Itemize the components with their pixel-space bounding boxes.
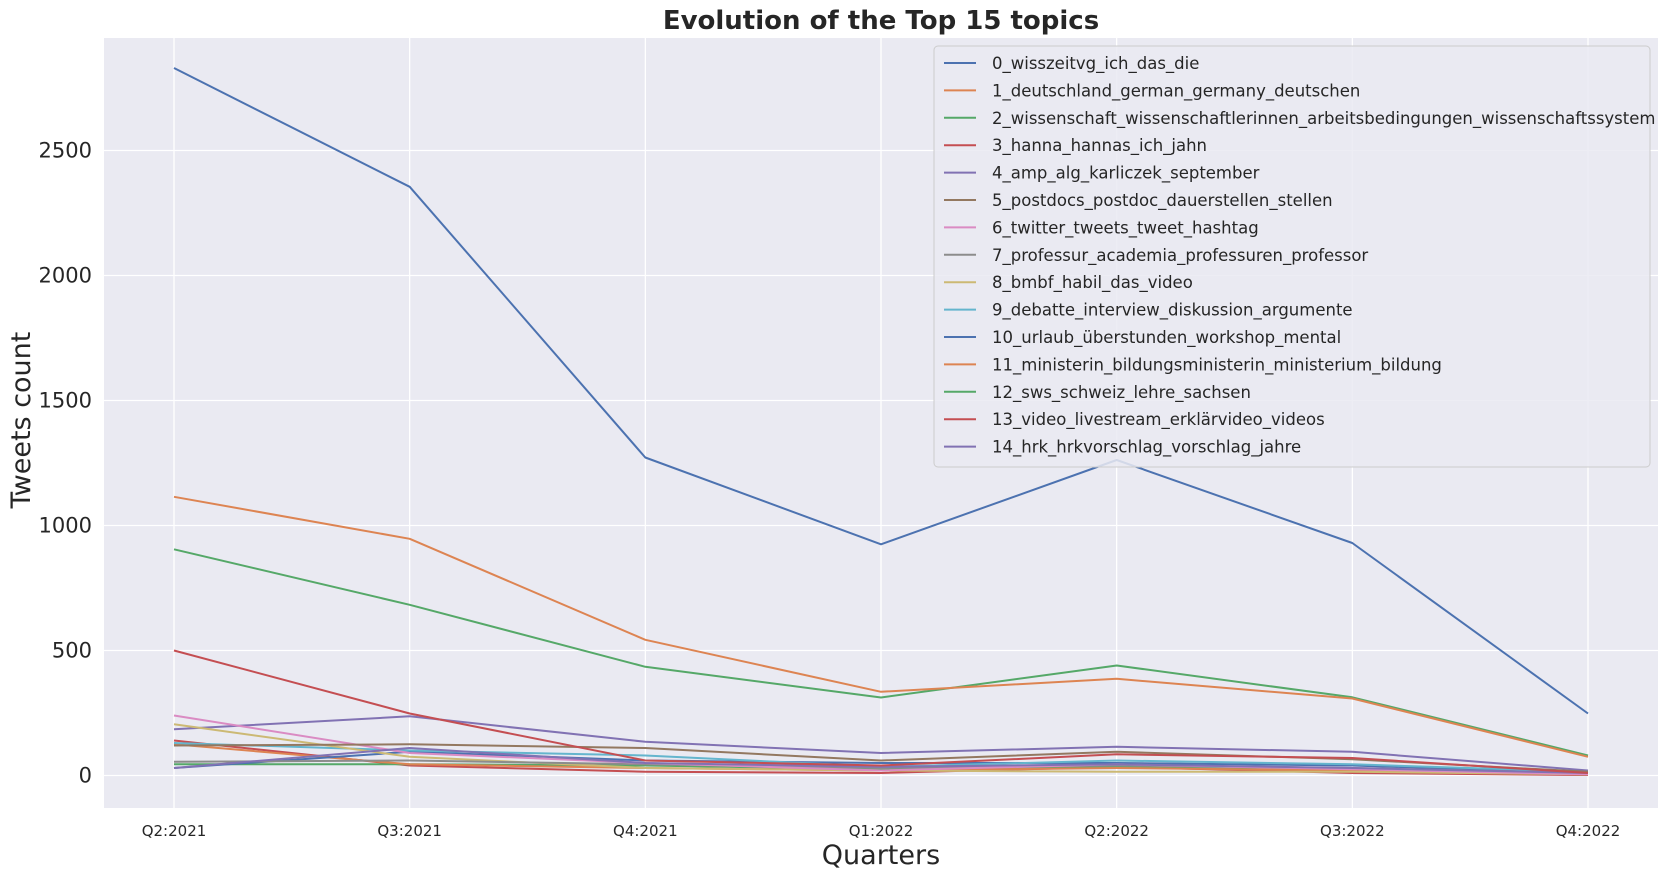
- series-line: [173, 714, 1589, 776]
- legend-label: 11_ministerin_bildungsministerin_ministe…: [992, 355, 1442, 375]
- series-line: [173, 649, 1589, 774]
- series-line: [173, 548, 1589, 757]
- legend-label: 5_postdocs_postdoc_dauerstellen_stellen: [992, 191, 1333, 211]
- series-lines: [173, 67, 1589, 776]
- legend-label: 3_hanna_hannas_ich_jahn: [992, 136, 1207, 156]
- y-tick-label: 500: [52, 639, 92, 663]
- legend-label: 8_bmbf_habil_das_video: [992, 273, 1193, 293]
- series-line: [173, 743, 1589, 773]
- series-line: [173, 67, 1589, 715]
- legend-label: 10_urlaub_überstunden_workshop_mental: [992, 328, 1341, 348]
- y-axis-ticks: 0 500 1000 1500 2000 2500: [39, 139, 92, 788]
- y-tick-label: 2500: [39, 139, 92, 163]
- legend-label: 6_twitter_tweets_tweet_hashtag: [992, 218, 1259, 238]
- x-tick-label: Q4:2022: [1556, 822, 1621, 840]
- legend-label: 13_video_livestream_erklärvideo_videos: [992, 410, 1325, 430]
- x-tick-label: Q4:2021: [613, 822, 678, 840]
- legend-box: [933, 45, 1651, 468]
- x-tick-label: Q1:2022: [849, 822, 914, 840]
- y-tick-label: 1500: [39, 389, 92, 413]
- legend: 0_wisszeitvg_ich_das_die 1_deutschland_ge…: [933, 45, 1655, 468]
- x-tick-label: Q2:2022: [1084, 822, 1149, 840]
- legend-label: 2_wissenschaft_wissenschaftlerinnen_arbe…: [992, 109, 1655, 129]
- y-tick-label: 2000: [39, 264, 92, 288]
- legend-label: 9_debatte_interview_diskussion_argumente: [992, 301, 1353, 321]
- y-axis-label: Tweets count: [6, 332, 37, 510]
- x-axis-label: Quarters: [822, 840, 940, 871]
- legend-label: 1_deutschland_german_germany_deutschen: [992, 81, 1360, 101]
- legend-label: 14_hrk_hrkvorschlag_vorschlag_jahre: [992, 438, 1301, 458]
- y-tick-label: 0: [79, 764, 92, 788]
- x-tick-label: Q3:2021: [377, 822, 442, 840]
- legend-label: 7_professur_academia_professuren_profess…: [992, 246, 1368, 266]
- series-line: [173, 739, 1589, 776]
- x-tick-label: Q3:2022: [1320, 822, 1385, 840]
- legend-label: 12_sws_schweiz_lehre_sachsen: [992, 383, 1251, 403]
- legend-label: 0_wisszeitvg_ich_das_die: [992, 54, 1199, 74]
- series-line: [173, 747, 1589, 774]
- x-tick-label: Q2:2021: [142, 822, 207, 840]
- legend-label: 4_amp_alg_karliczek_september: [992, 164, 1260, 184]
- series-line: [173, 715, 1589, 772]
- y-tick-label: 1000: [39, 514, 92, 538]
- x-axis-ticks: Q2:2021 Q3:2021 Q4:2021 Q1:2022 Q2:2022 Q3:20…: [142, 822, 1621, 840]
- chart-title: Evolution of the Top 15 topics: [663, 6, 1099, 36]
- series-line: [173, 495, 1589, 758]
- series-line: [173, 750, 1589, 774]
